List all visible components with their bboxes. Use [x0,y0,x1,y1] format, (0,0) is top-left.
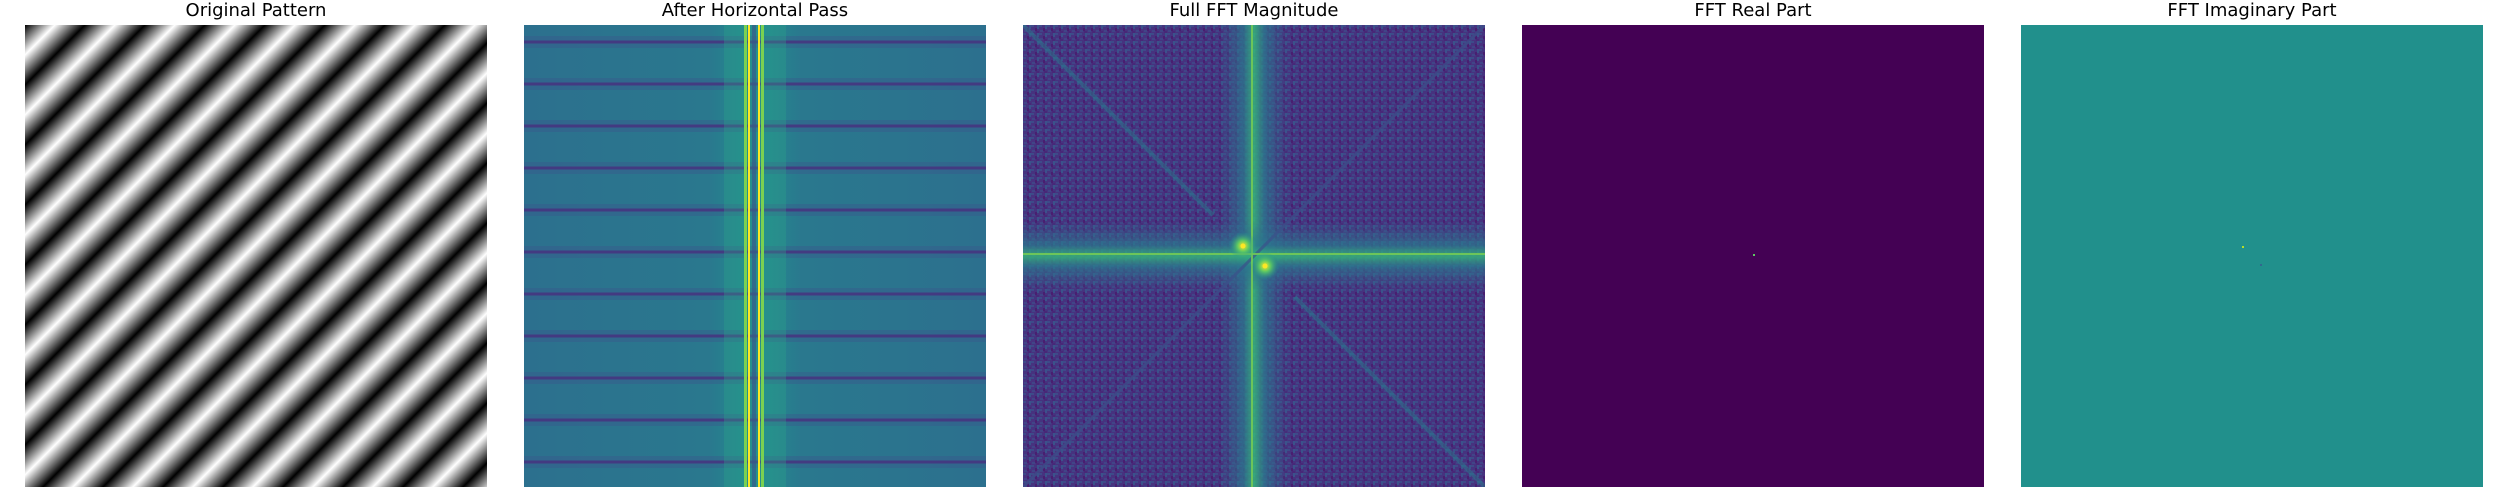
diagonal-anti-upper [1023,25,1215,217]
vertical-line-4 [761,25,764,487]
panel-full-fft-magnitude: Full FFT Magnitude [1023,0,1485,500]
panel-title: FFT Imaginary Part [2167,0,2337,21]
panel-title: Full FFT Magnitude [1169,0,1339,21]
stripe-pattern [25,25,487,487]
peak-1-core [1240,243,1246,249]
heatmap-after-horizontal-pass [524,25,986,487]
peak [1753,254,1755,256]
heatmap-fft-imaginary-part [2021,25,2483,487]
vertical-line-5 [752,25,756,487]
vertical-line-1 [744,25,747,487]
panel-title: FFT Real Part [1694,0,1812,21]
heatmap-full-fft-magnitude [1023,25,1485,487]
peak-2-core [1262,263,1268,269]
panel-fft-imaginary-part: FFT Imaginary Part [2021,0,2483,500]
background [2021,25,2483,487]
panel-title: After Horizontal Pass [661,0,849,21]
heatmap-fft-real-part [1522,25,1984,487]
panel-title: Original Pattern [185,0,327,21]
peak-negative [2260,264,2262,266]
heatmap-original-pattern [25,25,487,487]
peak-positive [2242,246,2244,248]
panel-fft-real-part: FFT Real Part [1522,0,1984,500]
diagonal-main [1023,25,1485,487]
vertical-line-3 [758,25,760,487]
panel-original-pattern: Original Pattern [25,0,487,500]
diagonal-anti-lower [1293,295,1485,487]
panel-after-horizontal-pass: After Horizontal Pass [524,0,986,500]
vertical-line-2 [748,25,750,487]
